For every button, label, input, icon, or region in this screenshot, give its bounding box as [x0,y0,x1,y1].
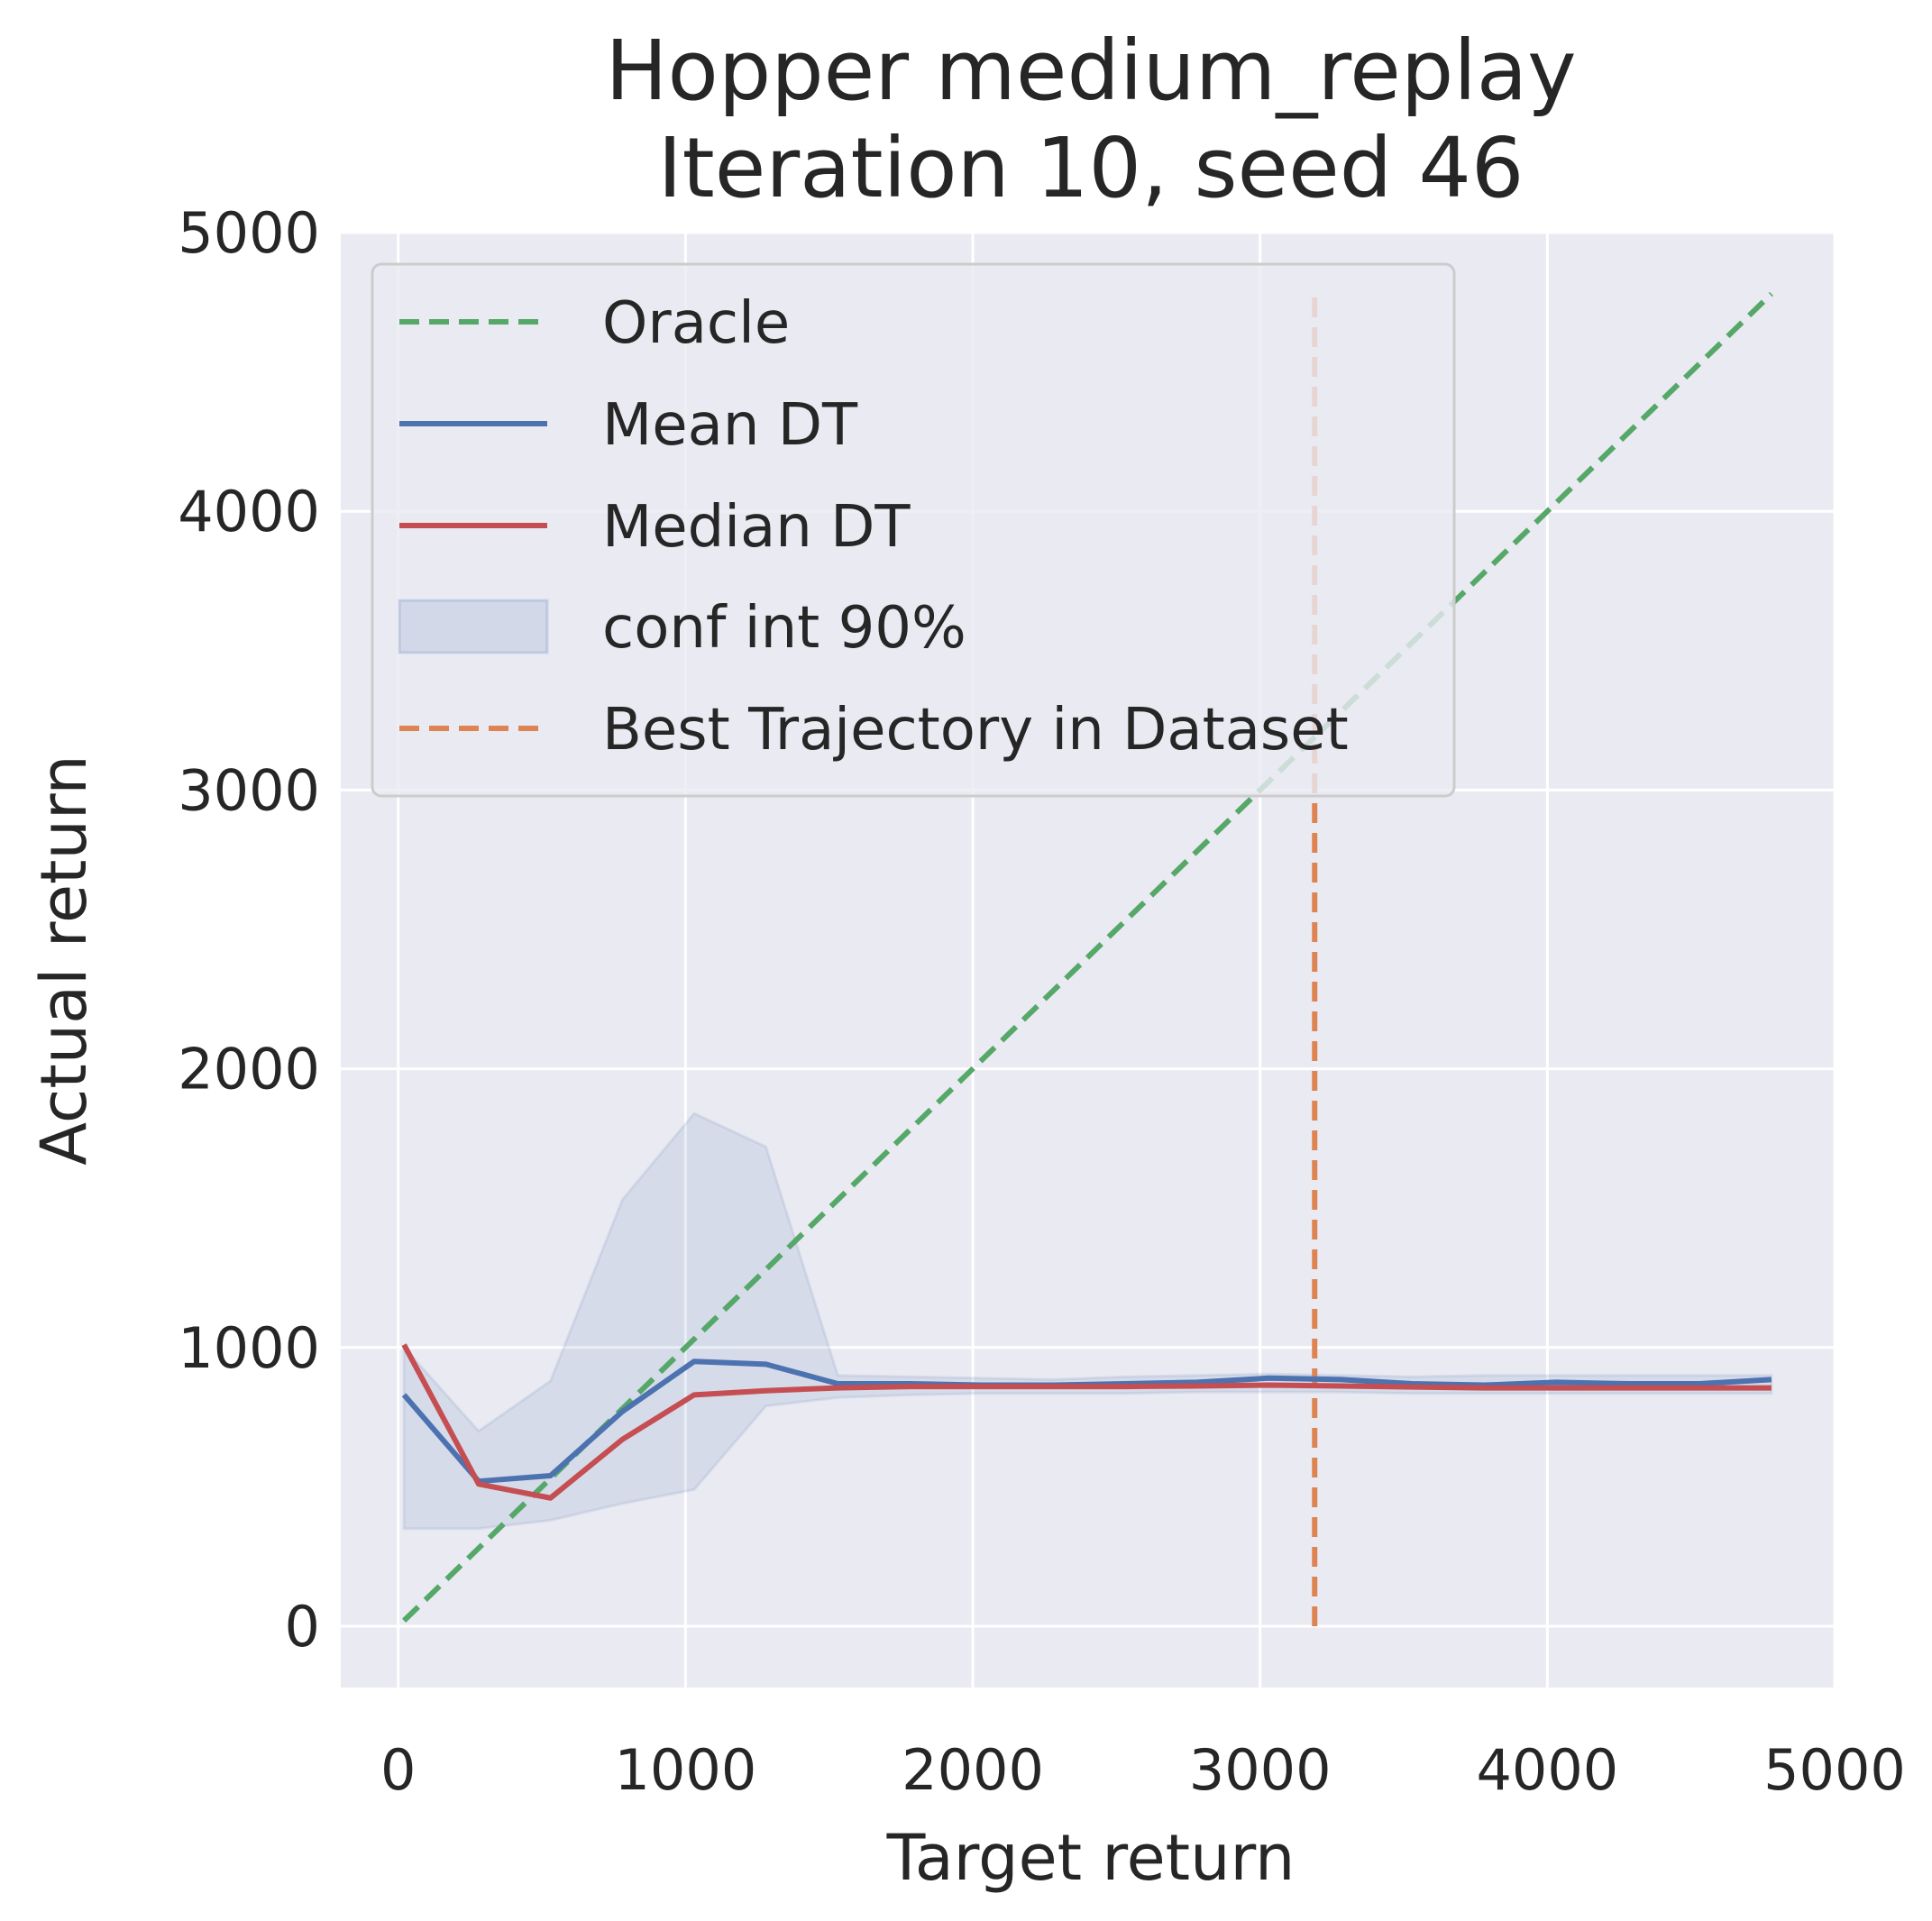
x-tick-label: 4000 [1476,1737,1618,1803]
legend-item-mean-dt: Mean DT [399,392,858,459]
series-conf-int-band [402,1111,1773,1531]
legend-label-median-dt: Median DT [602,494,911,561]
x-tick-label: 3000 [1189,1737,1332,1803]
x-tick-label: 2000 [902,1737,1044,1803]
legend: Oracle Mean DT Median DT conf int 90% Be… [371,262,1456,798]
y-tick-label: 4000 [178,479,320,544]
y-tick-label: 0 [285,1594,320,1660]
y-tick-label: 5000 [178,200,320,266]
x-tick-label: 5000 [1763,1737,1906,1803]
legend-item-best-trajectory: Best Trajectory in Dataset [399,697,1349,764]
series-oracle-line [402,291,1773,1623]
y-tick-label: 3000 [178,757,320,823]
y-tick-label: 2000 [178,1037,320,1102]
series-median-dt-line [401,1343,1772,1501]
chart-title-line-2: Iteration 10, seed 46 [658,120,1525,216]
legend-label-oracle: Oracle [602,290,790,357]
legend-swatch-conf-int [398,599,549,654]
legend-label-mean-dt: Mean DT [602,392,858,459]
x-tick-label: 0 [380,1737,416,1803]
y-tick-label: 1000 [178,1315,320,1381]
x-tick-label: 1000 [614,1737,756,1803]
chart-title-line-1: Hopper medium_replay [605,23,1576,119]
legend-item-median-dt: Median DT [399,494,911,561]
legend-item-conf-int: conf int 90% [398,595,966,662]
legend-label-conf-int: conf int 90% [602,595,966,662]
x-axis-label: Target return [886,1821,1296,1895]
legend-label-best-trajectory: Best Trajectory in Dataset [602,697,1349,764]
y-tick-labels: 0 1000 2000 3000 4000 5000 [178,200,320,1660]
legend-item-oracle: Oracle [399,290,790,357]
y-axis-label: Actual return [27,755,101,1166]
legend-box [371,262,1456,798]
x-tick-labels: 0 1000 2000 3000 4000 5000 [380,1737,1906,1803]
